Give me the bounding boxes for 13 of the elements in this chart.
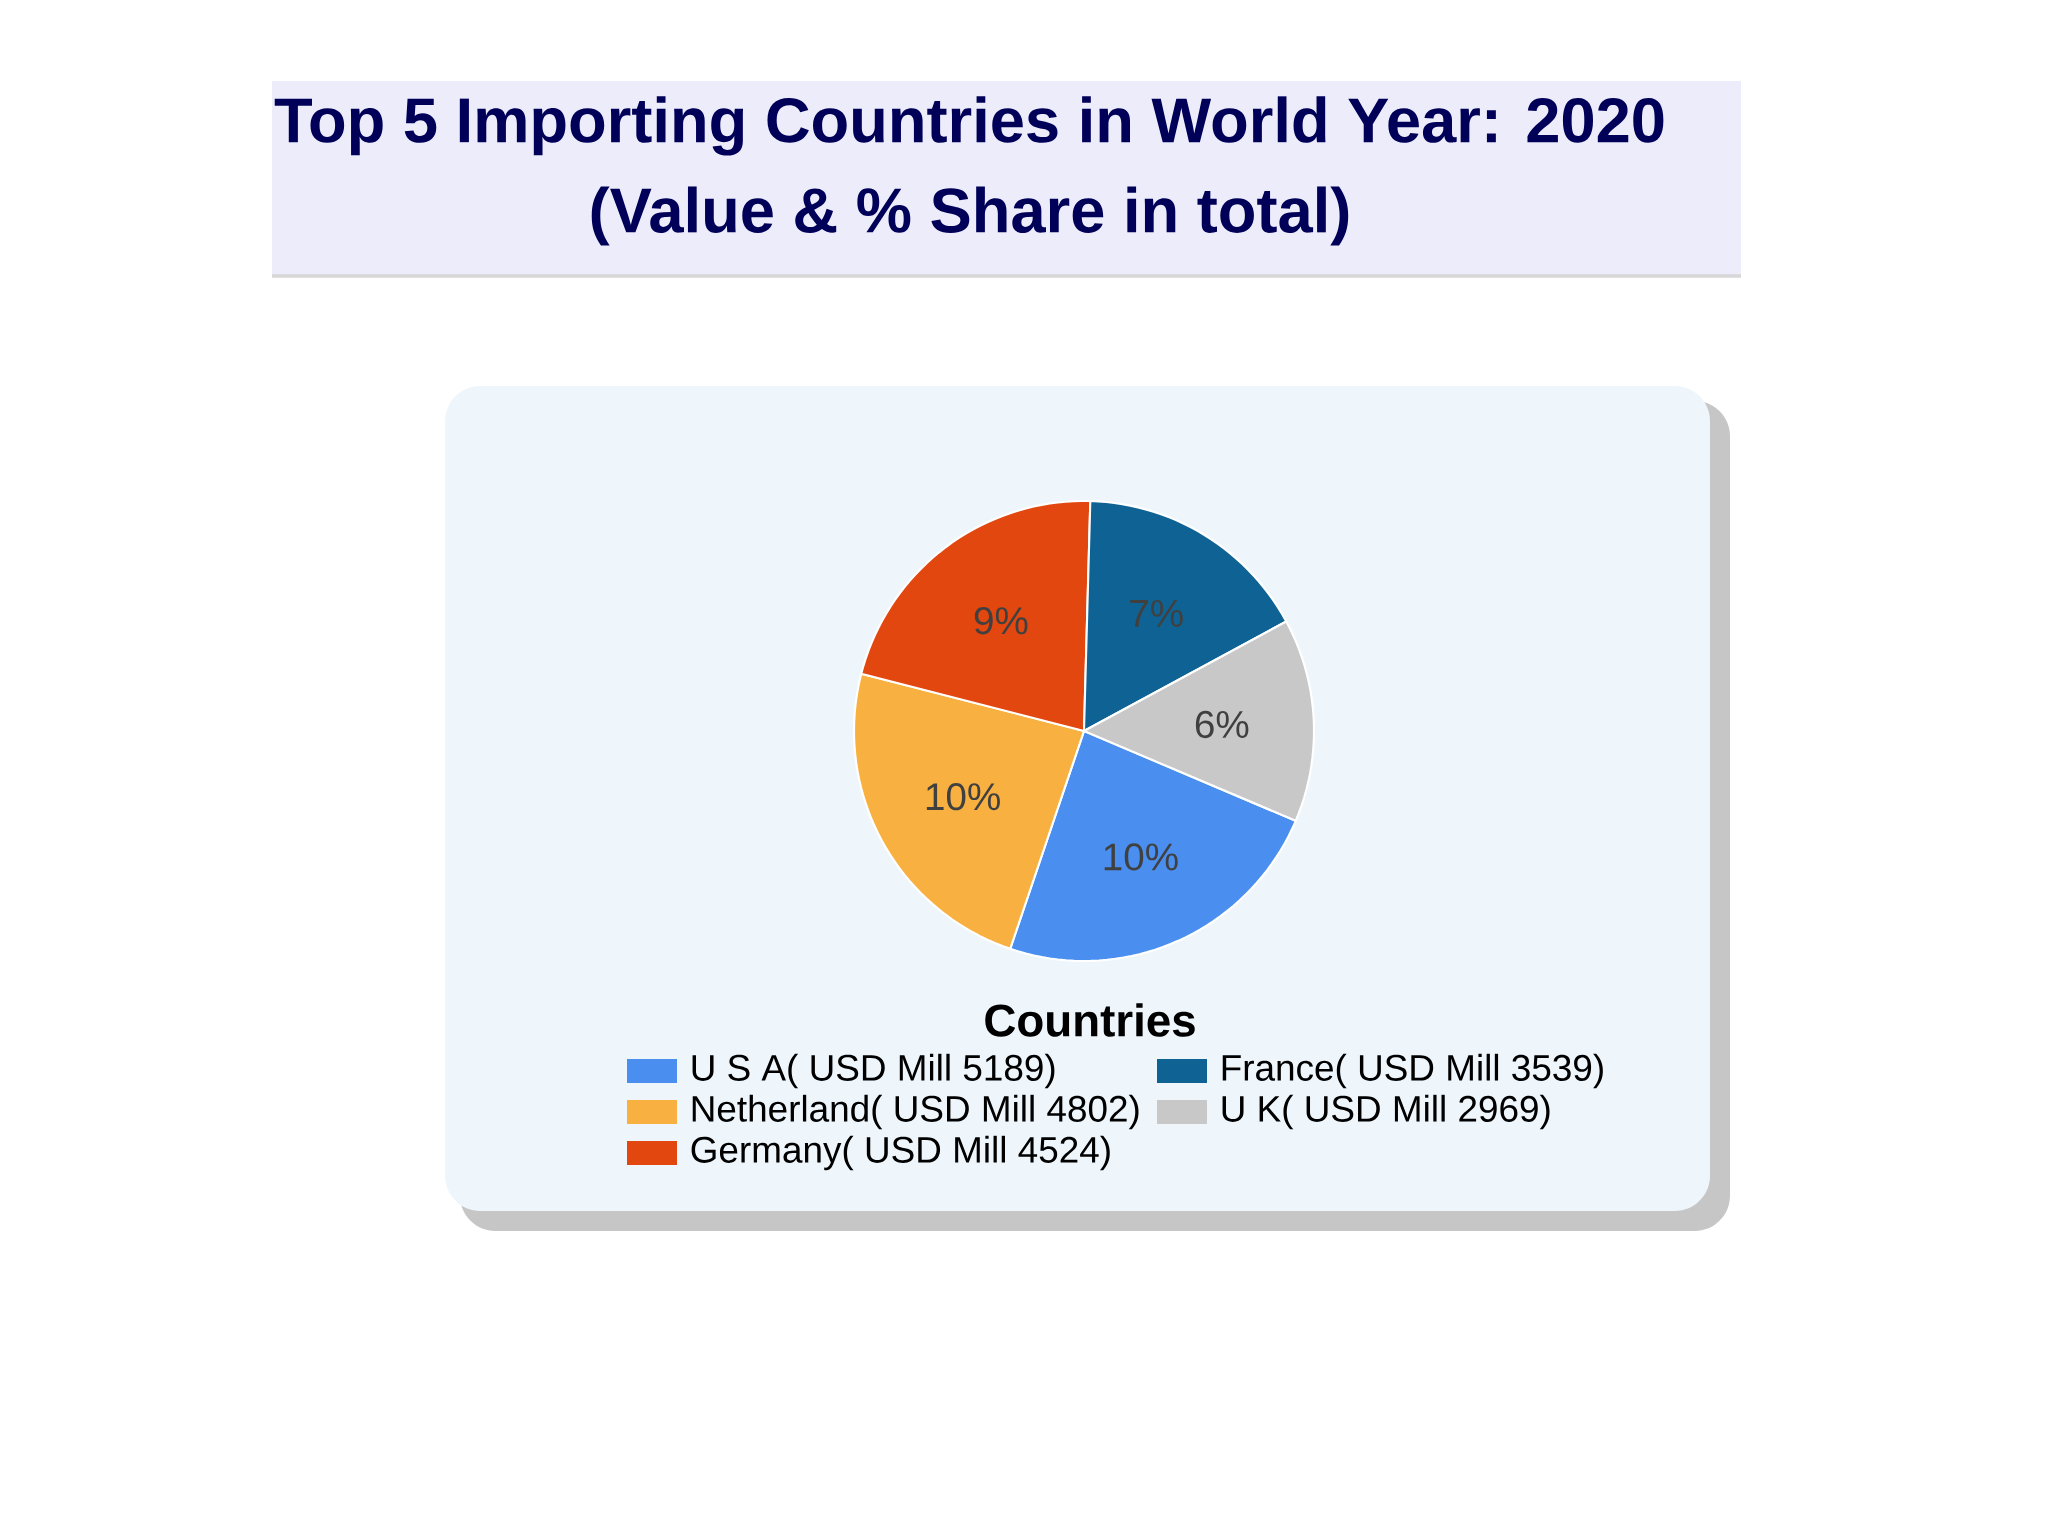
chart-title: Top 5 Importing Countries in World Year: 2020 (274, 96, 1664, 156)
data-label: 10% (926, 783, 1000, 811)
legend-label: France( USD Mill 3539) (1222, 1053, 1603, 1089)
data-label: 7% (1130, 599, 1183, 627)
data-label: 10% (1104, 843, 1178, 871)
chart-subtitle: (Value & % Share in total) (591, 186, 1349, 246)
legend-label: U K( USD Mill 2969) (1222, 1094, 1550, 1130)
legend-label: Germany( USD Mill 4524) (691, 1135, 1110, 1171)
legend-label: Netherland( USD Mill 4802) (692, 1094, 1139, 1130)
data-label: 9% (974, 607, 1028, 635)
legend-label: U S A( USD Mill 5189) (692, 1053, 1055, 1089)
data-label: 6% (1195, 710, 1249, 739)
legend-title: Countries (985, 1003, 1195, 1037)
